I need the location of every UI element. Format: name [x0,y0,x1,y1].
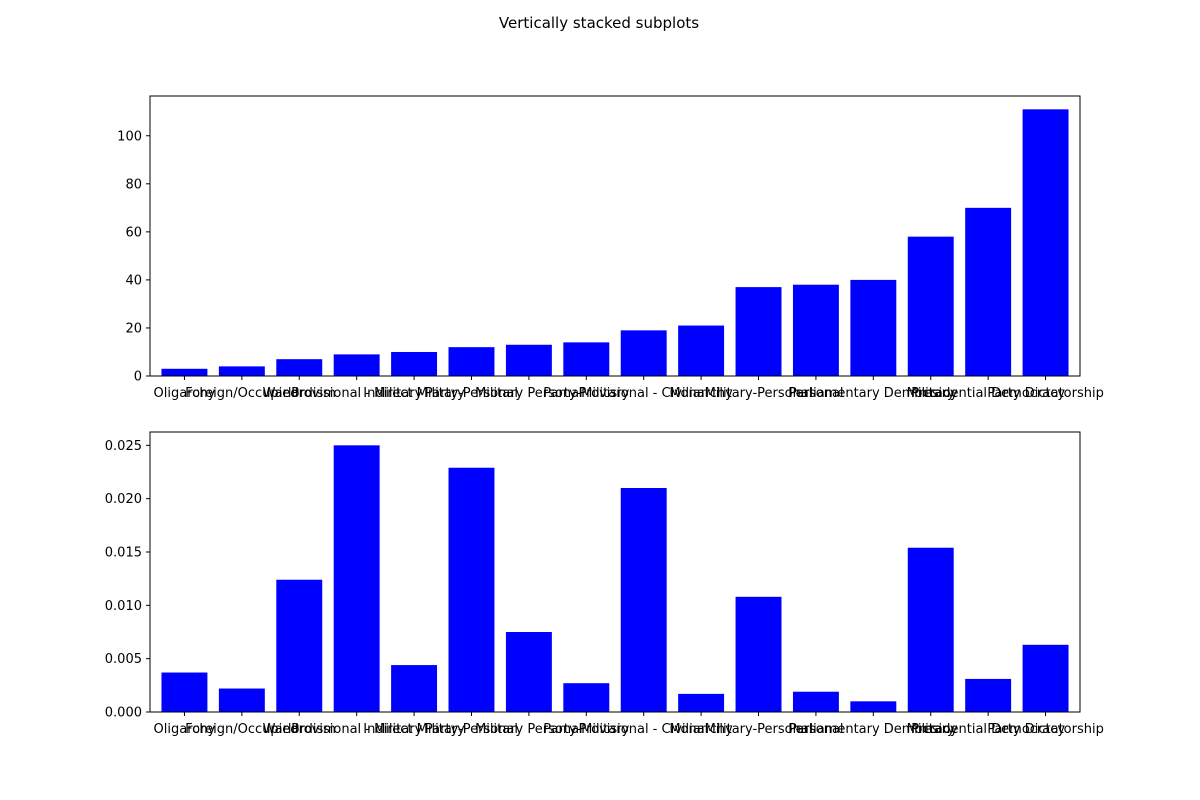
bar-bottom-0 [161,672,208,712]
y-tick-label: 0.025 [105,439,142,454]
x-tick-label: Military [907,386,955,401]
bar-top-15 [1022,109,1069,376]
y-tick-label: 0.000 [105,706,142,721]
bar-bottom-8 [620,488,667,712]
bar-bottom-2 [276,579,323,712]
bar-bottom-6 [505,632,552,712]
x-tick-label: Warlordism [263,722,336,737]
x-tick-label: Foreign/Occupied [185,386,298,401]
x-tick-label: Indirect Military [363,386,465,401]
bar-bottom-4 [391,665,438,712]
x-tick-label: Monarchy [669,722,733,737]
y-tick-label: 40 [125,273,142,288]
bar-top-11 [792,284,839,376]
y-tick-label: 20 [125,321,142,336]
bar-top-4 [391,351,438,376]
y-tick-label: 0.020 [105,492,142,507]
bar-bottom-3 [333,445,380,712]
x-tick-label: Party-Personal [425,722,518,737]
figure-title: Vertically stacked subplots [499,14,699,32]
bar-top-13 [907,236,954,376]
x-tick-label: Oligarchy [154,722,216,737]
bar-top-6 [505,344,552,376]
bar-top-12 [850,279,897,376]
bar-bottom-10 [735,596,782,712]
bar-bottom-14 [965,678,1012,712]
x-tick-label: Parliamentary Democracy [789,386,958,401]
y-tick-label: 0.005 [105,652,142,667]
x-tick-label: Provisional - Civilian [578,386,708,401]
x-tick-label: Presidential Democracy [911,722,1065,737]
x-tick-label: Provisional - Civilian [578,722,708,737]
bar-top-5 [448,347,495,376]
x-tick-label: Military-Personal [705,386,813,401]
bar-top-10 [735,287,782,376]
x-tick-label: Provisional - Military [291,722,423,737]
bar-bottom-12 [850,701,897,712]
bar-top-8 [620,330,667,376]
bar-top-3 [333,354,380,376]
x-tick-label: Provisional - Military [291,386,423,401]
x-tick-label: Indirect Military [363,722,465,737]
x-tick-label: Party Dictatorship [987,386,1104,401]
bar-bottom-13 [907,547,954,712]
y-tick-label: 0 [134,370,142,385]
bar-bottom-7 [563,683,610,712]
x-tick-label: Oligarchy [154,386,216,401]
bar-top-14 [965,207,1012,376]
x-tick-label: Military-Personal [705,722,813,737]
bar-top-1 [218,366,265,376]
x-tick-label: Party-Military [543,386,629,401]
bar-bottom-11 [792,691,839,712]
bar-bottom-1 [218,688,265,712]
bar-bottom-5 [448,467,495,712]
bar-top-7 [563,342,610,376]
x-tick-label: Parliamentary Democracy [789,722,958,737]
bar-bottom-9 [678,693,725,712]
axes-frame [149,95,1081,377]
x-tick-label: Personal [788,386,843,401]
x-tick-label: Party-Personal [425,386,518,401]
y-tick-label: 0.015 [105,546,142,561]
x-tick-label: Presidential Democracy [911,386,1065,401]
x-tick-label: Party-Military [543,722,629,737]
y-tick-label: 60 [125,225,142,240]
bottom-subplot: 0.000 0.005 0.010 0.015 0.020 0.025 OligarchyF… [105,431,1104,737]
bar-top-2 [276,359,323,376]
axes-frame [149,431,1081,713]
x-tick-label: Personal [788,722,843,737]
x-tick-label: Military [907,722,955,737]
bar-bottom-15 [1022,644,1069,712]
top-subplot: 0 20 40 60 80 100 OligarchyForeign/OccupiedWar… [117,95,1104,401]
y-tick-label: 0.010 [105,599,142,614]
x-tick-label: Warlordism [263,386,336,401]
bar-top-9 [678,325,725,376]
bar-top-0 [161,368,208,376]
x-tick-label: Monarchy [669,386,733,401]
y-tick-label: 100 [117,129,142,144]
y-tick-label: 80 [125,177,142,192]
x-tick-label: Military Personal [475,722,583,737]
x-tick-label: Foreign/Occupied [185,722,298,737]
x-tick-label: Party Dictatorship [987,722,1104,737]
x-tick-label: Military Personal [475,386,583,401]
